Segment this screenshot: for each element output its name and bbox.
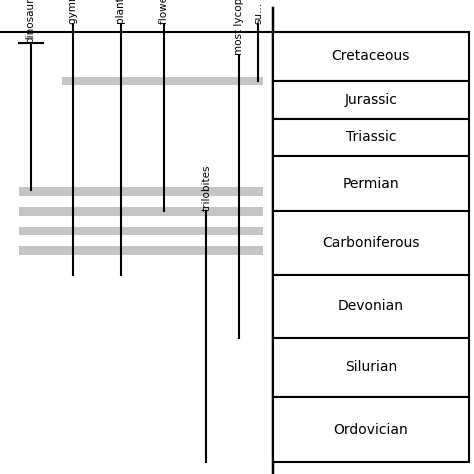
- Bar: [273, 118, 469, 156]
- Bar: [19, 246, 263, 255]
- Bar: [273, 211, 469, 274]
- Text: Devonian: Devonian: [338, 299, 404, 313]
- Text: Triassic: Triassic: [346, 130, 396, 144]
- Bar: [273, 81, 469, 118]
- Text: Ordovician: Ordovician: [334, 422, 408, 437]
- Bar: [19, 187, 263, 196]
- Text: Permian: Permian: [343, 177, 399, 191]
- Text: dinosaurs: dinosaurs: [26, 0, 36, 44]
- Text: Cretaceous: Cretaceous: [332, 49, 410, 64]
- Text: Carboniferous: Carboniferous: [322, 236, 419, 250]
- Text: su...: su...: [253, 1, 264, 24]
- Bar: [273, 274, 469, 338]
- Text: flowering plants: flowering plants: [158, 0, 169, 24]
- Text: Jurassic: Jurassic: [345, 93, 397, 107]
- Text: Silurian: Silurian: [345, 360, 397, 374]
- Bar: [273, 32, 469, 81]
- Text: plant spores (most): plant spores (most): [116, 0, 126, 24]
- Text: gymnosperms (most): gymnosperms (most): [68, 0, 79, 24]
- Bar: [273, 338, 469, 397]
- Bar: [273, 156, 469, 211]
- Text: trilobites: trilobites: [201, 165, 211, 211]
- Bar: [62, 77, 263, 85]
- Bar: [273, 397, 469, 462]
- Text: most lycophytes: most lycophytes: [234, 0, 245, 55]
- Bar: [19, 207, 263, 216]
- Bar: [19, 227, 263, 236]
